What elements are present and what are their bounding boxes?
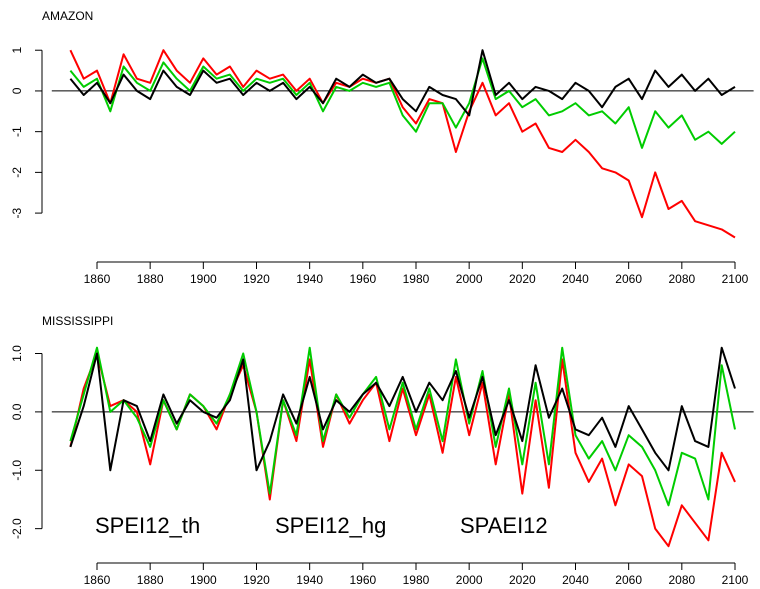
x-tick-label: 2060	[615, 272, 642, 286]
x-tick-label: 1920	[243, 573, 270, 587]
y-tick-label: 1	[10, 47, 24, 54]
series-line	[69, 346, 736, 472]
x-tick-label: 1860	[84, 573, 111, 587]
x-tick-label: 2020	[509, 573, 536, 587]
x-tick-label: 1900	[190, 573, 217, 587]
y-tick-label: 0.0	[10, 403, 24, 420]
series-line	[69, 57, 736, 149]
y-tick-label: -1	[10, 126, 24, 137]
series-line	[69, 49, 736, 117]
x-tick-label: 1940	[296, 272, 323, 286]
x-tick-label: 2000	[456, 272, 483, 286]
x-tick-label: 1960	[349, 272, 376, 286]
series-line	[69, 49, 736, 239]
y-tick-label: -3	[10, 207, 24, 218]
legend-label: SPEI12_th	[95, 513, 200, 538]
x-tick-label: 2020	[509, 272, 536, 286]
x-tick-label: 1880	[137, 573, 164, 587]
x-tick-label: 1980	[403, 573, 430, 587]
series-line	[69, 346, 736, 507]
x-tick-label: 2040	[562, 573, 589, 587]
legend-label: SPEI12_hg	[275, 513, 386, 538]
panel-title: AMAZON	[42, 9, 93, 23]
x-tick-label: 1980	[403, 272, 430, 286]
y-tick-label: -2.0	[10, 518, 24, 539]
x-tick-label: 2080	[668, 573, 695, 587]
x-tick-label: 2100	[722, 272, 749, 286]
y-tick-label: 1.0	[10, 345, 24, 362]
y-tick-label: 0	[10, 87, 24, 94]
x-tick-label: 2000	[456, 573, 483, 587]
x-tick-label: 2100	[722, 573, 749, 587]
panel-title: MISSISSIPPI	[42, 314, 113, 328]
x-tick-label: 2040	[562, 272, 589, 286]
x-tick-label: 1880	[137, 272, 164, 286]
x-tick-label: 1920	[243, 272, 270, 286]
x-tick-label: 2080	[668, 272, 695, 286]
x-tick-label: 2060	[615, 573, 642, 587]
x-tick-label: 1960	[349, 573, 376, 587]
legend-label: SPAEI12	[460, 513, 548, 538]
x-tick-label: 1900	[190, 272, 217, 286]
x-tick-label: 1940	[296, 573, 323, 587]
x-tick-label: 1860	[84, 272, 111, 286]
y-tick-label: -2	[10, 167, 24, 178]
y-tick-label: -1.0	[10, 460, 24, 481]
